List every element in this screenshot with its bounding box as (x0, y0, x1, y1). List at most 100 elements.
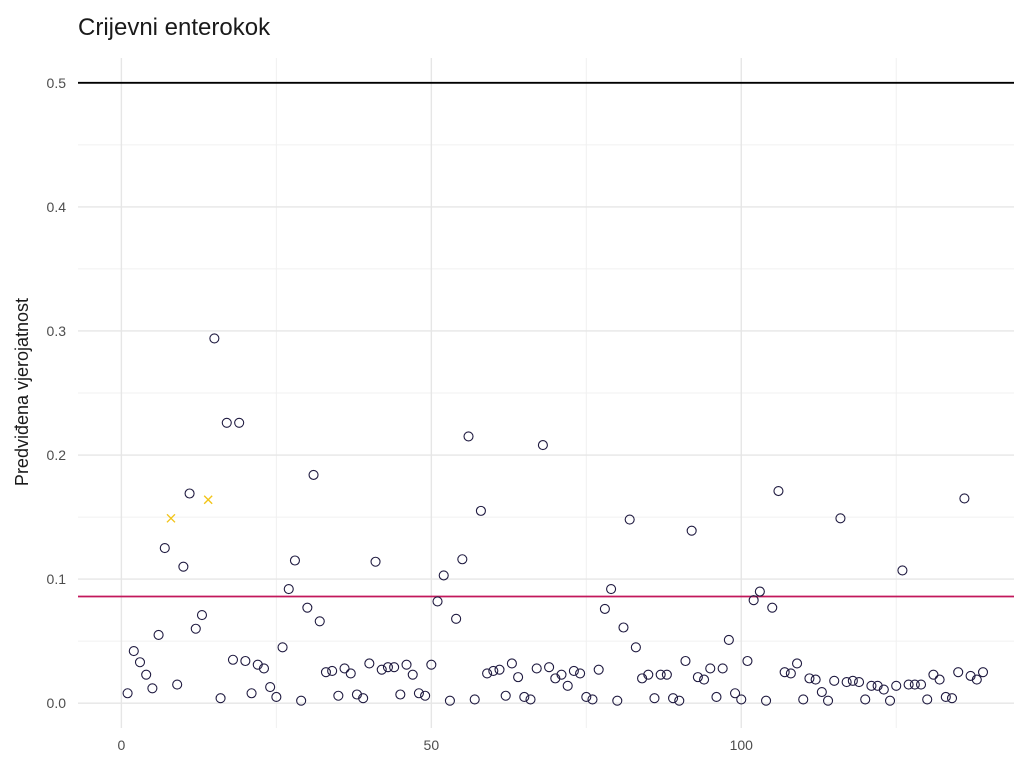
data-point (816, 686, 827, 698)
data-point (463, 431, 474, 442)
data-point (754, 586, 765, 597)
data-point (134, 657, 146, 668)
data-point (959, 493, 970, 504)
data-point (364, 658, 375, 669)
data-point (488, 665, 499, 676)
data-point (593, 664, 604, 675)
data-point (432, 596, 443, 607)
y-tick-label: 0.0 (47, 695, 67, 711)
tick-labels: 0.0 0.1 0.2 0.3 0.4 0.5 0 50 100 (47, 75, 754, 753)
data-point (221, 417, 232, 428)
data-point (469, 694, 480, 705)
data-point (265, 682, 276, 693)
data-point (699, 674, 710, 685)
data-point (630, 642, 641, 653)
data-point (798, 694, 809, 705)
data-point (829, 675, 840, 686)
data-point (674, 695, 685, 706)
data-point (302, 602, 313, 613)
cross-stroke (203, 495, 213, 505)
data-point (599, 603, 610, 614)
data-point (500, 690, 511, 701)
data-point (686, 525, 697, 536)
data-point (382, 662, 393, 673)
data-point (946, 693, 958, 704)
data-point (655, 669, 666, 680)
data-point (271, 691, 282, 703)
data-point (209, 333, 220, 344)
data-point (909, 679, 920, 690)
data-point (791, 658, 803, 669)
data-point (122, 688, 133, 699)
data-point (841, 677, 852, 688)
chart-title: Crijevni enterokok (78, 14, 271, 41)
y-tick-label: 0.3 (47, 323, 67, 339)
data-point (370, 556, 381, 567)
data-point (953, 667, 964, 678)
data-point (308, 469, 319, 480)
data-point (475, 505, 486, 516)
data-point (748, 595, 759, 606)
data-point (568, 665, 579, 676)
data-point (333, 690, 344, 701)
data-point (314, 616, 325, 627)
data-point (438, 570, 449, 581)
data-point (692, 672, 703, 683)
data-point (444, 695, 455, 706)
data-point (804, 673, 815, 684)
data-point (227, 654, 239, 665)
data-point (494, 664, 505, 675)
data-point (513, 672, 524, 683)
data-point (915, 679, 927, 690)
y-tick-label: 0.2 (47, 447, 67, 463)
data-points (122, 333, 989, 706)
data-point (866, 680, 877, 691)
data-point (395, 689, 406, 700)
data-point (277, 642, 288, 653)
data-point (141, 669, 152, 680)
data-point-cross (166, 513, 176, 523)
data-point (320, 667, 331, 678)
data-point (190, 623, 201, 634)
data-point (345, 668, 356, 679)
data-point (562, 680, 573, 691)
data-point (785, 668, 796, 679)
data-point (717, 663, 728, 674)
data-point (618, 622, 629, 633)
data-point (339, 663, 350, 674)
data-point (544, 662, 555, 673)
data-point (420, 690, 431, 701)
y-tick-label: 0.5 (47, 75, 67, 91)
data-point (742, 655, 753, 667)
data-point (822, 695, 834, 706)
data-point (705, 663, 716, 674)
data-point (506, 658, 517, 669)
data-point (575, 668, 586, 679)
data-point (711, 691, 722, 703)
data-point (680, 655, 691, 667)
data-point (853, 677, 865, 688)
data-point (736, 694, 747, 705)
data-point (407, 669, 418, 680)
x-tick-label: 50 (424, 737, 440, 753)
data-point (451, 613, 462, 624)
data-point (847, 675, 858, 686)
data-point (773, 485, 784, 497)
data-point (606, 583, 617, 595)
data-point (358, 693, 369, 704)
cross-stroke (166, 513, 176, 523)
data-point (643, 669, 654, 680)
data-point (934, 674, 945, 685)
data-point (556, 669, 567, 680)
y-axis-title: Predviđena vjerojatnost (12, 298, 32, 486)
data-point (401, 659, 412, 670)
data-point (922, 694, 933, 705)
data-point (624, 514, 635, 525)
data-point (482, 668, 493, 679)
x-tick-label: 0 (117, 737, 125, 753)
data-point (296, 695, 307, 706)
data-point (234, 417, 245, 428)
data-point (389, 662, 400, 673)
data-point (147, 683, 158, 694)
data-point (128, 646, 139, 657)
